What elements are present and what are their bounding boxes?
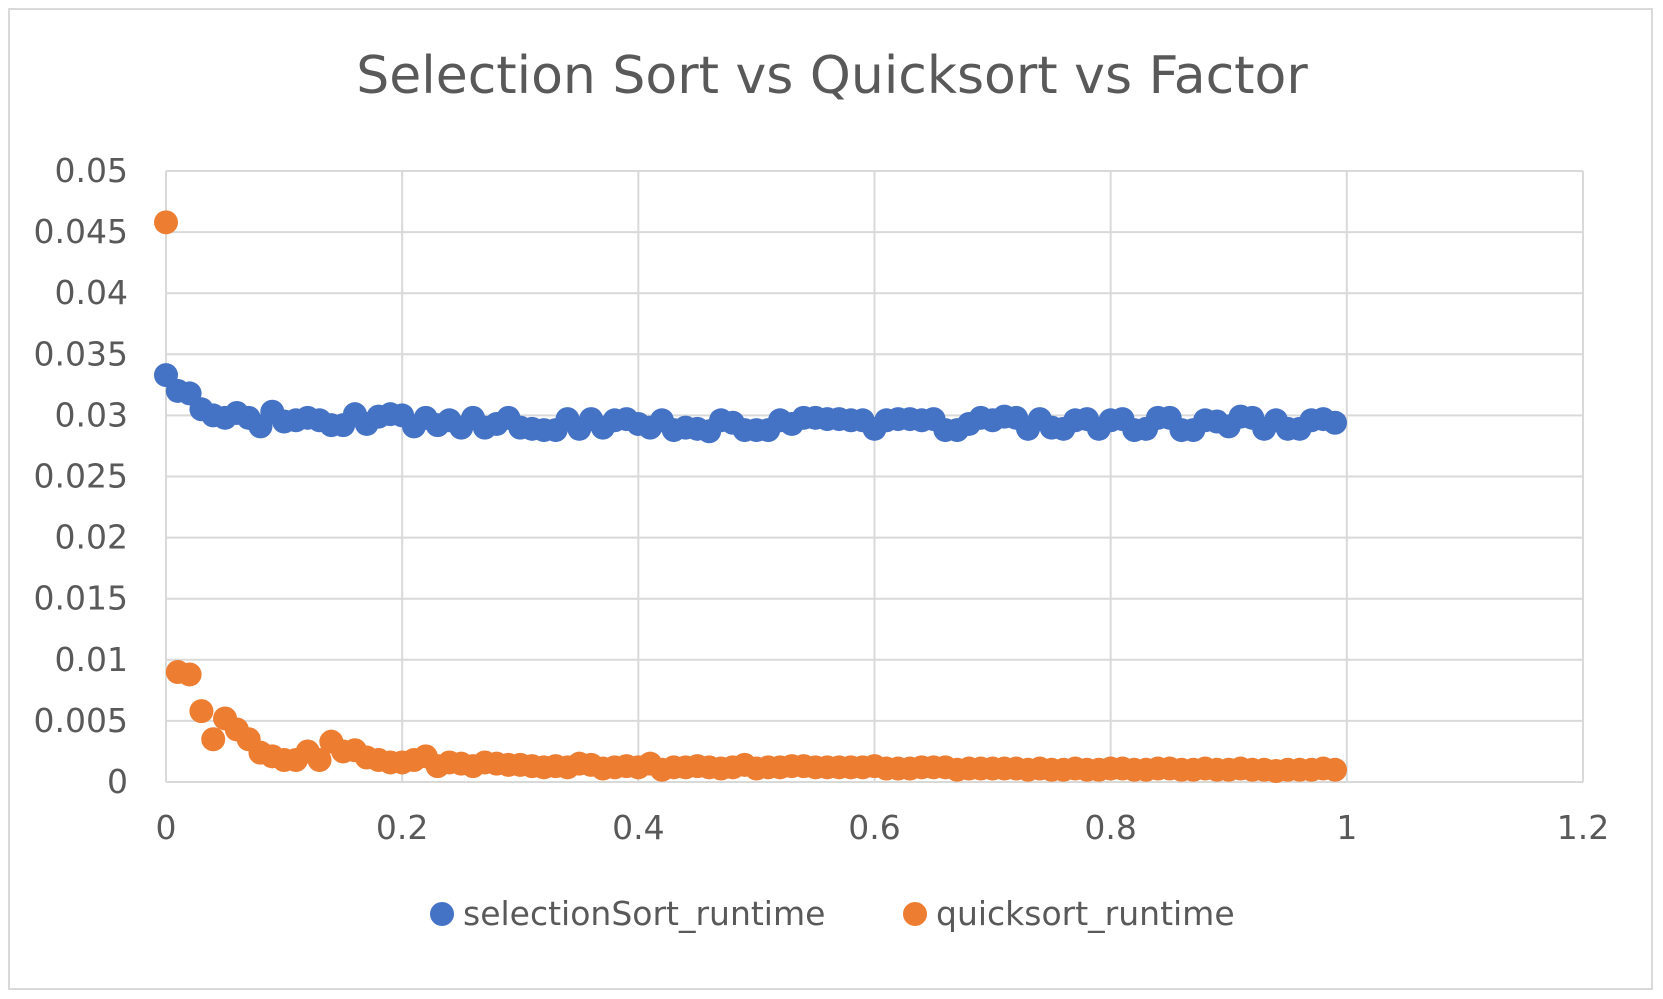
y-tick-label: 0.025 <box>34 457 128 496</box>
data-point <box>189 699 214 724</box>
y-tick-label: 0.04 <box>55 273 128 312</box>
data-point <box>154 210 178 235</box>
y-tick-label: 0.01 <box>55 640 128 679</box>
y-tick-label: 0.03 <box>55 395 128 434</box>
data-point <box>177 662 202 687</box>
y-tick-label: 0.05 <box>55 151 128 190</box>
y-tick-label: 0.035 <box>34 334 128 373</box>
x-tick-label: 0.2 <box>376 808 428 847</box>
legend-label: quicksort_runtime <box>936 894 1235 933</box>
legend: selectionSort_runtime quicksort_runtime <box>430 894 1235 933</box>
legend-label: selectionSort_runtime <box>463 894 825 933</box>
data-point <box>1323 410 1348 435</box>
tick-labels: 0 0.005 0.01 0.015 0.02 0.025 0.03 0.035 0.04 0.0… <box>34 151 1610 847</box>
x-tick-label: 0 <box>156 808 177 847</box>
data-point <box>201 727 226 752</box>
chart-title: Selection Sort vs Quicksort vs Factor <box>356 46 1308 106</box>
x-tick-label: 1 <box>1336 808 1357 847</box>
series-quicksort_runtime <box>154 210 1348 784</box>
y-tick-label: 0 <box>107 762 128 801</box>
y-tick-label: 0.02 <box>55 518 128 557</box>
legend-marker <box>903 902 927 926</box>
y-tick-label: 0.015 <box>34 579 128 618</box>
y-tick-label: 0.005 <box>34 701 128 740</box>
legend-marker <box>430 902 454 926</box>
x-tick-label: 0.4 <box>612 808 664 847</box>
x-tick-label: 0.8 <box>1084 808 1136 847</box>
series-selectionSort_runtime <box>154 363 1348 444</box>
x-tick-label: 0.6 <box>848 808 900 847</box>
x-tick-label: 1.2 <box>1557 808 1609 847</box>
y-tick-label: 0.045 <box>34 212 128 251</box>
data-point <box>1323 757 1348 782</box>
data-point <box>307 748 332 773</box>
data-points <box>154 210 1348 784</box>
gridlines <box>165 170 1584 783</box>
